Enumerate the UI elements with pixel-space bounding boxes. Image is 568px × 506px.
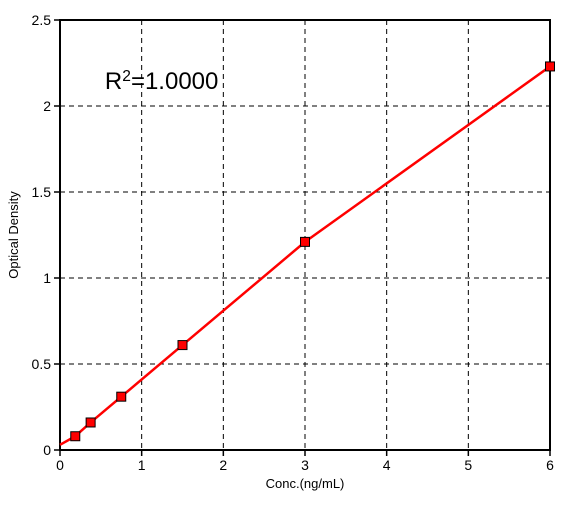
y-axis-label: Optical Density bbox=[6, 191, 21, 279]
series-marker bbox=[117, 392, 126, 401]
x-tick-label: 1 bbox=[138, 457, 146, 473]
y-tick-label: 1.5 bbox=[32, 184, 52, 200]
series-marker bbox=[86, 418, 95, 427]
y-tick-label: 2 bbox=[43, 98, 51, 114]
x-axis-label: Conc.(ng/mL) bbox=[266, 476, 345, 491]
x-tick-label: 5 bbox=[464, 457, 472, 473]
series-marker bbox=[301, 237, 310, 246]
x-tick-label: 3 bbox=[301, 457, 309, 473]
series-marker bbox=[178, 341, 187, 350]
chart-container: 0 1 2 3 4 5 6 0 0.5 1 1.5 2 2.5 Conc.(ng/mL) Optical D… bbox=[0, 0, 568, 506]
chart-background bbox=[0, 0, 568, 506]
series-marker bbox=[71, 432, 80, 441]
y-tick-label: 2.5 bbox=[32, 12, 52, 28]
x-tick-label: 6 bbox=[546, 457, 554, 473]
x-tick-label: 4 bbox=[383, 457, 391, 473]
y-tick-label: 0 bbox=[43, 442, 51, 458]
r-squared-annotation: R2=1.0000 bbox=[105, 67, 218, 95]
x-tick-label: 2 bbox=[219, 457, 227, 473]
series-marker bbox=[546, 62, 555, 71]
y-tick-label: 1 bbox=[43, 270, 51, 286]
line-chart: 0 1 2 3 4 5 6 0 0.5 1 1.5 2 2.5 Conc.(ng/mL) Optical D… bbox=[0, 0, 568, 506]
x-tick-label: 0 bbox=[56, 457, 64, 473]
y-tick-label: 0.5 bbox=[32, 356, 52, 372]
